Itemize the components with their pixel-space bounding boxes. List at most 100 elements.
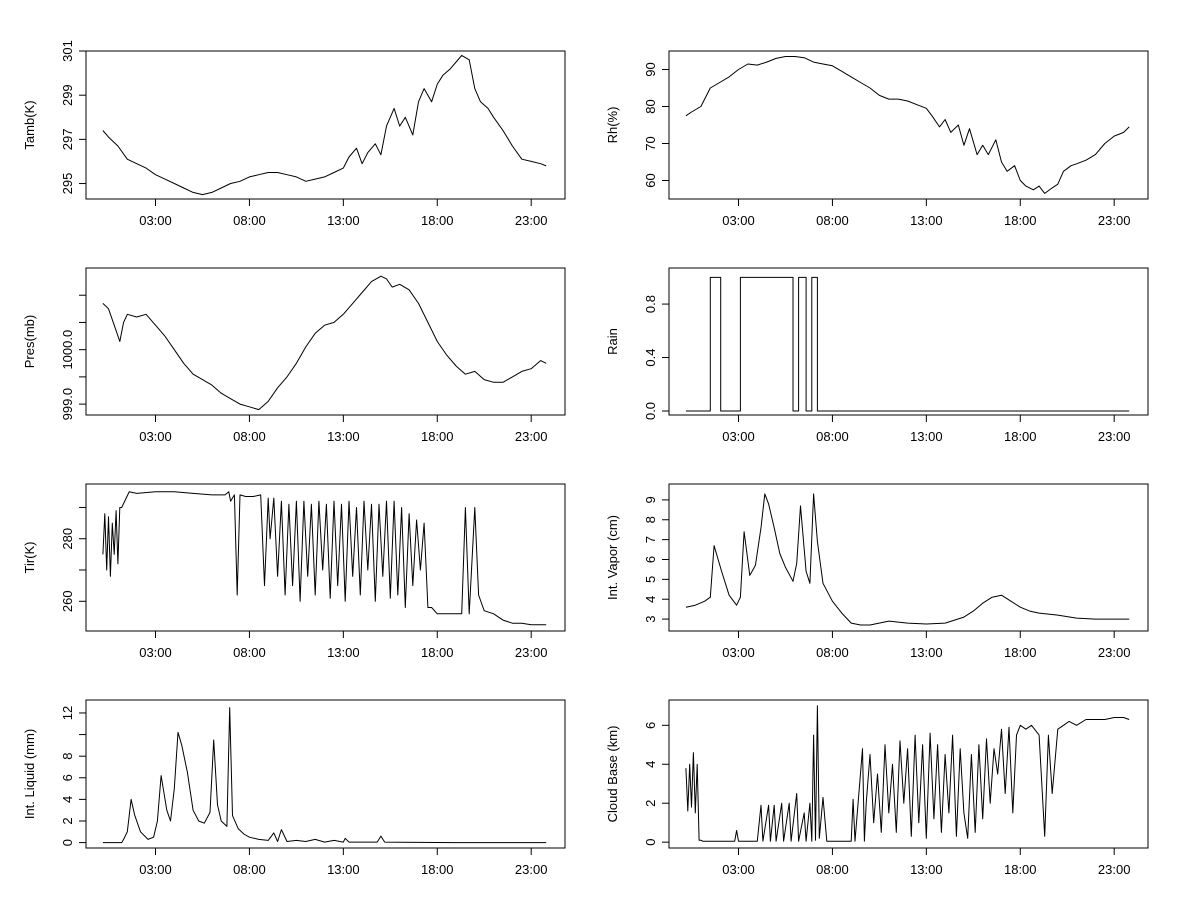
tir-x-tick-label: 03:00 bbox=[139, 645, 172, 660]
rain-y-tick-label: 0.4 bbox=[643, 348, 658, 366]
vapor-x-tick-label: 23:00 bbox=[1098, 645, 1131, 660]
rain-y-tick-label: 0.0 bbox=[643, 402, 658, 420]
rh-x-tick-label: 18:00 bbox=[1004, 213, 1037, 228]
pres-x-tick-label: 03:00 bbox=[139, 429, 172, 444]
pres-y-axis: 999.0 1000.0 bbox=[60, 294, 87, 421]
rh-series-line bbox=[685, 56, 1130, 194]
liquid-series-line bbox=[102, 707, 547, 844]
cloudbase-x-tick-label: 13:00 bbox=[910, 862, 943, 877]
tamb-y-tick-label: 295 bbox=[60, 173, 75, 195]
liquid-x-tick-label: 13:00 bbox=[327, 862, 360, 877]
rh-x-axis: 03:00 08:00 13:00 18:00 23:00 bbox=[722, 198, 1131, 228]
tamb-y-tick-label: 301 bbox=[60, 40, 75, 62]
rain-series-line bbox=[685, 276, 1130, 412]
rh-x-tick-label: 08:00 bbox=[816, 213, 849, 228]
tir-y-axis-title: Tir(K) bbox=[22, 541, 37, 573]
vapor-x-tick-label: 18:00 bbox=[1004, 645, 1037, 660]
rain-x-tick-label: 13:00 bbox=[910, 429, 943, 444]
vapor-series-line bbox=[685, 493, 1130, 626]
tir-y-axis: 260 280 bbox=[60, 506, 87, 612]
rh-y-axis: 60 70 80 90 bbox=[643, 62, 670, 188]
pres-y-tick-label: 1000.0 bbox=[60, 330, 75, 370]
rh-plot-frame bbox=[668, 50, 1149, 200]
liquid-y-axis: 0 2 4 6 8 12 bbox=[60, 706, 87, 846]
cloudbase-y-tick-label: 6 bbox=[643, 722, 658, 729]
tir-x-tick-label: 08:00 bbox=[233, 645, 266, 660]
cloudbase-x-axis: 03:00 08:00 13:00 18:00 23:00 bbox=[722, 847, 1131, 877]
pres-series-line bbox=[102, 275, 547, 411]
liquid-x-axis: 03:00 08:00 13:00 18:00 23:00 bbox=[139, 847, 548, 877]
cloudbase-y-tick-label: 4 bbox=[643, 761, 658, 768]
rh-y-tick-label: 60 bbox=[643, 173, 658, 187]
vapor-y-tick-label: 9 bbox=[643, 496, 658, 503]
rain-x-axis: 03:00 08:00 13:00 18:00 23:00 bbox=[722, 414, 1131, 444]
liquid-plot-frame bbox=[85, 699, 566, 849]
tamb-y-axis-title: Tamb(K) bbox=[22, 100, 37, 149]
panel-liquid: 03:00 08:00 13:00 18:00 23:00 0 2 4 6 8 12 Int. Liq… bbox=[22, 699, 566, 877]
panel-cloudbase: 03:00 08:00 13:00 18:00 23:00 0 2 4 6 Cloud Base … bbox=[605, 699, 1149, 877]
cloudbase-x-tick-label: 08:00 bbox=[816, 862, 849, 877]
panel-pres: 03:00 08:00 13:00 18:00 23:00 999.0 1000.0 Pres… bbox=[22, 267, 566, 444]
pres-x-tick-label: 23:00 bbox=[515, 429, 548, 444]
panel-tamb: 03:00 08:00 13:00 18:00 23:00 295 297 299 301 Tam… bbox=[22, 40, 566, 228]
rh-y-tick-label: 70 bbox=[643, 136, 658, 150]
tamb-x-axis: 03:00 08:00 13:00 18:00 23:00 bbox=[139, 198, 548, 228]
liquid-x-tick-label: 03:00 bbox=[139, 862, 172, 877]
panel-tir: 03:00 08:00 13:00 18:00 23:00 260 280 Tir(K) bbox=[22, 483, 566, 660]
tamb-x-tick-label: 03:00 bbox=[139, 213, 172, 228]
liquid-y-tick-label: 6 bbox=[60, 774, 75, 781]
liquid-y-tick-label: 4 bbox=[60, 796, 75, 803]
tir-x-axis: 03:00 08:00 13:00 18:00 23:00 bbox=[139, 630, 548, 660]
pres-y-axis-title: Pres(mb) bbox=[22, 315, 37, 368]
rain-y-axis: 0.0 0.4 0.8 bbox=[643, 295, 670, 420]
rain-y-tick-label: 0.8 bbox=[643, 295, 658, 313]
panel-rain: 03:00 08:00 13:00 18:00 23:00 0.0 0.4 0.8 Rain bbox=[605, 267, 1149, 444]
cloudbase-x-tick-label: 18:00 bbox=[1004, 862, 1037, 877]
tir-plot-frame bbox=[85, 483, 566, 632]
tamb-x-tick-label: 23:00 bbox=[515, 213, 548, 228]
tir-y-tick-label: 260 bbox=[60, 590, 75, 612]
tamb-x-tick-label: 13:00 bbox=[327, 213, 360, 228]
tamb-y-axis: 295 297 299 301 bbox=[60, 40, 87, 195]
rain-y-axis-title: Rain bbox=[605, 328, 620, 355]
rain-x-tick-label: 08:00 bbox=[816, 429, 849, 444]
cloudbase-x-tick-label: 03:00 bbox=[722, 862, 755, 877]
vapor-y-axis-title: Int. Vapor (cm) bbox=[605, 515, 620, 600]
vapor-y-tick-label: 8 bbox=[643, 516, 658, 523]
cloudbase-y-axis-title: Cloud Base (km) bbox=[605, 726, 620, 823]
vapor-x-tick-label: 08:00 bbox=[816, 645, 849, 660]
tir-x-tick-label: 13:00 bbox=[327, 645, 360, 660]
pres-x-tick-label: 08:00 bbox=[233, 429, 266, 444]
tamb-y-tick-label: 297 bbox=[60, 129, 75, 151]
liquid-x-tick-label: 23:00 bbox=[515, 862, 548, 877]
liquid-x-tick-label: 08:00 bbox=[233, 862, 266, 877]
rh-x-tick-label: 23:00 bbox=[1098, 213, 1131, 228]
pres-plot-frame bbox=[85, 267, 566, 416]
liquid-y-tick-label: 0 bbox=[60, 839, 75, 846]
tir-x-tick-label: 23:00 bbox=[515, 645, 548, 660]
rh-y-tick-label: 80 bbox=[643, 99, 658, 113]
panel-rh: 03:00 08:00 13:00 18:00 23:00 60 70 80 90 Rh(%) bbox=[605, 50, 1149, 228]
tamb-series-line bbox=[102, 54, 547, 196]
panel-vapor: 03:00 08:00 13:00 18:00 23:00 3 4 5 6 7 8 9 Int. Vap… bbox=[605, 483, 1149, 660]
liquid-x-tick-label: 18:00 bbox=[421, 862, 454, 877]
liquid-y-tick-label: 12 bbox=[60, 706, 75, 720]
rh-y-axis-title: Rh(%) bbox=[605, 107, 620, 144]
rh-y-tick-label: 90 bbox=[643, 62, 658, 76]
tamb-y-tick-label: 299 bbox=[60, 84, 75, 106]
tir-x-tick-label: 18:00 bbox=[421, 645, 454, 660]
tir-series-line bbox=[102, 491, 547, 626]
liquid-y-tick-label: 2 bbox=[60, 817, 75, 824]
pres-y-tick-label: 999.0 bbox=[60, 388, 75, 421]
rain-x-tick-label: 23:00 bbox=[1098, 429, 1131, 444]
vapor-y-tick-label: 5 bbox=[643, 576, 658, 583]
cloudbase-x-tick-label: 23:00 bbox=[1098, 862, 1131, 877]
tir-y-tick-label: 280 bbox=[60, 528, 75, 550]
vapor-x-axis: 03:00 08:00 13:00 18:00 23:00 bbox=[722, 630, 1131, 660]
vapor-y-axis: 3 4 5 6 7 8 9 bbox=[643, 496, 670, 623]
cloudbase-series-line bbox=[685, 705, 1130, 842]
rh-x-tick-label: 13:00 bbox=[910, 213, 943, 228]
cloudbase-y-tick-label: 2 bbox=[643, 800, 658, 807]
vapor-x-tick-label: 13:00 bbox=[910, 645, 943, 660]
